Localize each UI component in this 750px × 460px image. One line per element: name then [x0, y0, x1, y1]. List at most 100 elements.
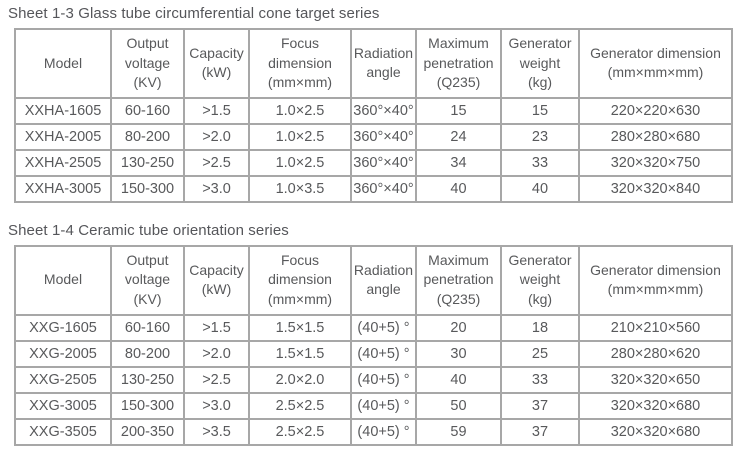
- table-cell: (40+5) °: [350, 391, 417, 420]
- table-cell: 24: [415, 122, 502, 151]
- table-cell: >3.0: [183, 391, 250, 420]
- column-header: Model: [14, 28, 112, 99]
- table-cell: >3.5: [183, 417, 250, 446]
- table-cell: 2.5×2.5: [248, 417, 352, 446]
- page: Sheet 1-3 Glass tube circumferential con…: [8, 5, 750, 446]
- column-header: Generator dimension (mm×mm×mm): [578, 244, 733, 316]
- column-header: Output voltage (KV): [110, 28, 185, 99]
- column-header: Generator dimension (mm×mm×mm): [578, 28, 733, 99]
- table-cell: 1.5×1.5: [248, 313, 352, 342]
- table-row: XXHA-1605 60-160 >1.5 1.0×2.5 360°×40° 15 15 22…: [14, 96, 733, 125]
- table-cell: 40: [500, 174, 580, 203]
- table-cell: >1.5: [183, 96, 250, 125]
- table-cell: XXHA-2005: [14, 122, 112, 151]
- header-row: Model Output voltage (KV) Capacity (kW) Foc…: [14, 244, 733, 316]
- table-cell: XXHA-3005: [14, 174, 112, 203]
- table-cell: XXG-3005: [14, 391, 112, 420]
- table-cell: 280×280×680: [578, 122, 733, 151]
- table-cell: 150-300: [110, 391, 185, 420]
- table-cell: 360°×40°: [350, 148, 417, 177]
- table-cell: 320×320×750: [578, 148, 733, 177]
- table-row: XXG-2505 130-250 >2.5 2.0×2.0 (40+5) ° 40 33 32…: [14, 365, 733, 394]
- table-cell: 40: [415, 365, 502, 394]
- column-header: Radiation angle: [350, 244, 417, 316]
- table-row: XXHA-2505 130-250 >2.5 1.0×2.5 360°×40° 34 33 3…: [14, 148, 733, 177]
- column-header: Radiation angle: [350, 28, 417, 99]
- table-cell: 320×320×650: [578, 365, 733, 394]
- column-header: Output voltage (KV): [110, 244, 185, 316]
- table-cell: (40+5) °: [350, 339, 417, 368]
- table-cell: 18: [500, 313, 580, 342]
- table-cell: 30: [415, 339, 502, 368]
- table-row: XXG-1605 60-160 >1.5 1.5×1.5 (40+5) ° 20 18 210…: [14, 313, 733, 342]
- table-cell: 280×280×620: [578, 339, 733, 368]
- table-cell: >1.5: [183, 313, 250, 342]
- table-cell: 15: [500, 96, 580, 125]
- table-cell: (40+5) °: [350, 313, 417, 342]
- table-cell: 150-300: [110, 174, 185, 203]
- table-cell: 60-160: [110, 96, 185, 125]
- table-cell: 210×210×560: [578, 313, 733, 342]
- table-cell: 220×220×630: [578, 96, 733, 125]
- table-cell: 360°×40°: [350, 122, 417, 151]
- table-cell: (40+5) °: [350, 365, 417, 394]
- sheet-1-4-section: Sheet 1-4 Ceramic tube orientation serie…: [8, 222, 750, 446]
- table-cell: 33: [500, 148, 580, 177]
- column-header: Generator weight (kg): [500, 28, 580, 99]
- table-cell: XXG-3505: [14, 417, 112, 446]
- table-cell: 59: [415, 417, 502, 446]
- table-cell: 320×320×680: [578, 391, 733, 420]
- table-cell: XXG-1605: [14, 313, 112, 342]
- column-header: Maximum penetration (Q235): [415, 28, 502, 99]
- table-cell: 1.0×2.5: [248, 122, 352, 151]
- table-cell: 1.0×3.5: [248, 174, 352, 203]
- table-cell: 25: [500, 339, 580, 368]
- table-row: XXHA-3005 150-300 >3.0 1.0×3.5 360°×40° 40 40 3…: [14, 174, 733, 203]
- table-cell: 2.5×2.5: [248, 391, 352, 420]
- ceramic-tube-series-table: Model Output voltage (KV) Capacity (kW) Foc…: [14, 244, 733, 446]
- table-cell: 2.0×2.0: [248, 365, 352, 394]
- table-cell: 34: [415, 148, 502, 177]
- column-header: Capacity (kW): [183, 28, 250, 99]
- table-cell: 37: [500, 391, 580, 420]
- table-cell: 15: [415, 96, 502, 125]
- table-cell: 80-200: [110, 339, 185, 368]
- table-cell: 130-250: [110, 148, 185, 177]
- sheet-1-3-title: Sheet 1-3 Glass tube circumferential con…: [8, 5, 380, 22]
- table-cell: 200-350: [110, 417, 185, 446]
- table-cell: 60-160: [110, 313, 185, 342]
- table-cell: 320×320×680: [578, 417, 733, 446]
- sheet-1-3-section: Sheet 1-3 Glass tube circumferential con…: [8, 5, 750, 203]
- table-cell: 1.0×2.5: [248, 96, 352, 125]
- table-cell: (40+5) °: [350, 417, 417, 446]
- column-header: Maximum penetration (Q235): [415, 244, 502, 316]
- table-cell: 360°×40°: [350, 96, 417, 125]
- table-cell: >2.0: [183, 122, 250, 151]
- table-cell: 50: [415, 391, 502, 420]
- table-cell: 33: [500, 365, 580, 394]
- header-row: Model Output voltage (KV) Capacity (kW) Foc…: [14, 28, 733, 99]
- glass-tube-series-table: Model Output voltage (KV) Capacity (kW) Foc…: [14, 28, 733, 203]
- table-cell: >2.5: [183, 365, 250, 394]
- table-cell: XXG-2505: [14, 365, 112, 394]
- table-row: XXG-2005 80-200 >2.0 1.5×1.5 (40+5) ° 30 25 280…: [14, 339, 733, 368]
- column-header: Model: [14, 244, 112, 316]
- column-header: Capacity (kW): [183, 244, 250, 316]
- sheet-1-4-title: Sheet 1-4 Ceramic tube orientation serie…: [8, 221, 289, 239]
- table-cell: 80-200: [110, 122, 185, 151]
- table-cell: XXHA-1605: [14, 96, 112, 125]
- table-cell: 20: [415, 313, 502, 342]
- table-cell: >2.5: [183, 148, 250, 177]
- table-cell: >2.0: [183, 339, 250, 368]
- table-cell: 130-250: [110, 365, 185, 394]
- column-header: Focus dimension (mm×mm): [248, 28, 352, 99]
- table-cell: >3.0: [183, 174, 250, 203]
- table-cell: 360°×40°: [350, 174, 417, 203]
- table-cell: 40: [415, 174, 502, 203]
- table-row: XXG-3005 150-300 >3.0 2.5×2.5 (40+5) ° 50 37 32…: [14, 391, 733, 420]
- table-cell: 1.5×1.5: [248, 339, 352, 368]
- table-row: XXHA-2005 80-200 >2.0 1.0×2.5 360°×40° 24 23 28…: [14, 122, 733, 151]
- table-cell: 1.0×2.5: [248, 148, 352, 177]
- table-cell: 37: [500, 417, 580, 446]
- column-header: Generator weight (kg): [500, 244, 580, 316]
